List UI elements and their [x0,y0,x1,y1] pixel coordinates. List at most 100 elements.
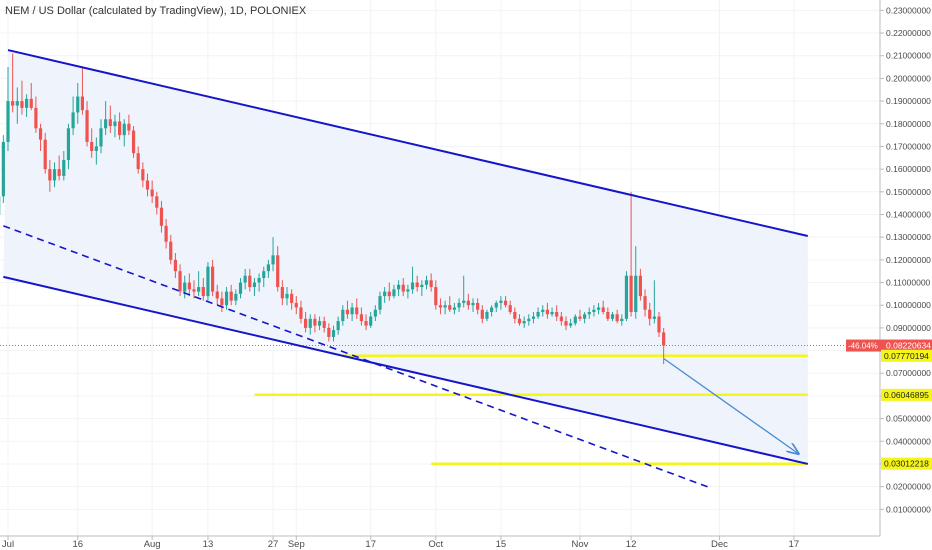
candle [596,302,601,315]
current-price-tag [846,339,932,352]
candle [169,234,173,265]
projection-arrow[interactable] [663,357,799,453]
candle-body [466,300,470,306]
candle [513,307,517,324]
candle [392,284,396,299]
candle [211,259,215,297]
candle-body [596,307,601,310]
y-tick-label: 0.01000000 [886,504,931,514]
candle-body [573,316,577,324]
candle-body [494,302,498,308]
candle [383,287,387,303]
x-tick-label: 17 [365,539,376,550]
candle [76,82,80,124]
y-tick-label: 0.09000000 [886,323,931,333]
channel-lower-line[interactable] [3,275,809,465]
candle [299,300,303,324]
candle [62,150,66,181]
candle-body [322,321,326,328]
candle [127,114,131,136]
candle [173,253,177,278]
candle-body [341,309,345,322]
candle-body [220,298,224,306]
y-tick-label: 0.15000000 [886,187,931,197]
candle-body [248,275,252,288]
candle [66,123,71,170]
candle [350,302,354,322]
candle [80,67,84,115]
candle-body [383,291,387,297]
x-tick-label: Oct [428,539,443,550]
candle-body [290,293,294,303]
candle-body [480,309,484,319]
candle [243,268,247,290]
candle-body [438,305,443,308]
candle-body [434,287,438,306]
candle-body [364,321,368,326]
candle-body [527,318,531,322]
candle [6,67,10,151]
candle-body [564,321,568,326]
candle-body [197,287,201,292]
candle-body [234,293,238,301]
candle [304,312,308,333]
candle [359,307,363,326]
candle [118,112,122,140]
channel-upper-line[interactable] [7,49,809,238]
candle-body [118,121,122,136]
candle [276,246,280,292]
candle [615,309,619,324]
candle-body [99,128,103,147]
candle [159,200,164,233]
time-axis[interactable]: Jul 16 Aug 13 27 Sep 17 Oct 15 Nov 12 Dec 17 [2,536,799,550]
candle-body [657,316,661,333]
dashed-trend-line[interactable] [3,225,711,489]
candle [136,146,140,174]
candle-body [48,169,52,181]
candle [364,314,368,331]
candle-body [113,121,117,127]
candle-body [192,289,196,292]
candle [34,96,38,133]
candle [262,266,266,288]
candle [71,96,75,136]
x-tick-label: Nov [571,539,588,550]
candle-body [410,282,415,290]
candle-body [71,112,75,129]
candle-body [257,277,261,283]
candle-body [308,318,312,328]
candles [0,53,666,365]
y-tick-label: 0.17000000 [886,141,931,151]
candle [150,180,154,204]
candle-body [610,314,615,319]
candle-body [183,282,187,292]
candle [620,314,624,326]
candle [206,262,210,301]
candle [99,119,103,154]
candle-body [57,169,61,176]
candle-body [485,312,489,319]
candle-body [317,321,322,326]
candle-body [452,307,456,310]
x-tick-label: 17 [789,539,800,550]
price-axis[interactable]: 0.23000000 0.22000000 0.21000000 0.20000000… [880,5,931,514]
candle-body [243,275,247,283]
candle [499,296,503,310]
candle [52,162,57,188]
y-tick-label: 0.14000000 [886,209,931,219]
candle-body [569,323,573,326]
candle [471,298,475,313]
candle-body [122,123,126,136]
y-tick-label: 0.22000000 [886,28,931,38]
candle [238,277,243,299]
candle [522,316,526,328]
candle [652,280,656,324]
candle-body [15,101,19,106]
candle [378,291,382,315]
candle [485,309,489,322]
candle [373,305,377,322]
candle [434,280,438,310]
support-price-tag [881,349,932,362]
